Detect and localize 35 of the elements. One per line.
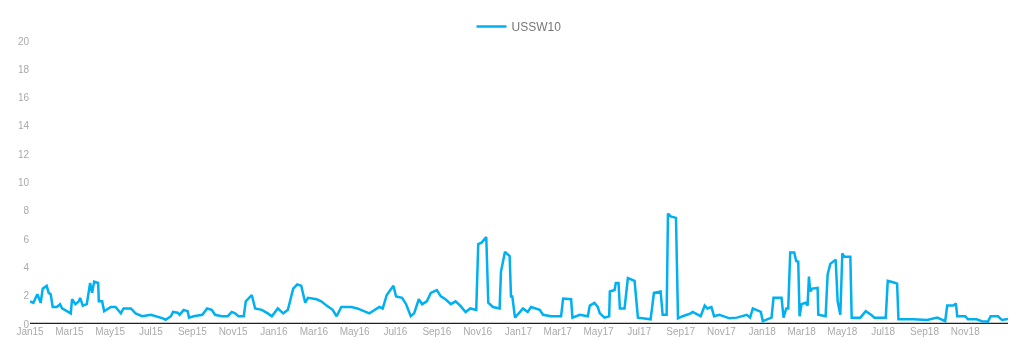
y-tick-label: 4: [23, 261, 30, 273]
y-tick-label: 8: [23, 205, 30, 217]
line-series: [30, 212, 1008, 323]
x-tick-label: May16: [339, 326, 371, 337]
x-tick-label: Nov15: [218, 326, 248, 337]
x-tick-label: Nov17: [706, 326, 737, 337]
x-tick-label: Sep17: [666, 326, 696, 337]
y-tick-label: 14: [17, 120, 30, 132]
x-tick-label: Sep16: [422, 326, 452, 337]
x-tick-label: Jul18: [871, 326, 896, 337]
y-tick-label: 18: [17, 63, 30, 75]
x-tick-label: Nov16: [463, 326, 493, 337]
x-tick-label: Jul16: [383, 326, 408, 337]
x-tick-label: Jan17: [504, 326, 533, 337]
x-tick-label: Mar17: [543, 326, 573, 337]
x-tick-label: Mar15: [55, 326, 85, 337]
x-tick-label: Sep18: [910, 326, 940, 337]
x-tick-label: May18: [827, 326, 858, 337]
x-tick-label: Mar18: [787, 326, 817, 337]
y-tick-label: 12: [17, 148, 30, 160]
x-tick-label: Jul17: [627, 326, 652, 337]
y-tick-label: 6: [23, 233, 30, 245]
x-tick-label: Jan16: [260, 326, 288, 337]
x-tick-label: May15: [95, 326, 126, 337]
x-tick-label: Sep15: [177, 326, 208, 337]
x-tick-label: Nov18: [950, 326, 981, 337]
y-tick-label: 10: [17, 177, 30, 188]
x-tick-label: Jul15: [138, 326, 164, 337]
y-tick-label: 16: [17, 92, 30, 104]
y-tick-label: 2: [23, 290, 30, 302]
legend-label: USSW10: [511, 20, 562, 35]
x-tick-label: Mar16: [299, 326, 329, 337]
x-tick-label: May17: [583, 326, 614, 337]
x-tick-label: Jan18: [748, 326, 777, 337]
y-tick-label: 20: [17, 35, 30, 47]
